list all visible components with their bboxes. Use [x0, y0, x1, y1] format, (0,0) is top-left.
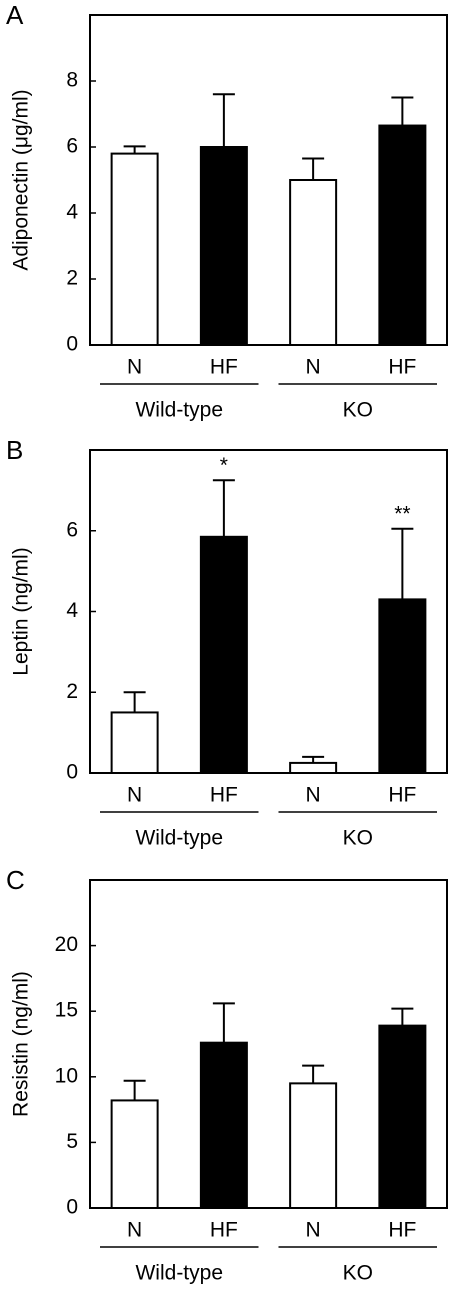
x-tick-label: N — [306, 356, 321, 379]
y-tick-label: 6 — [66, 518, 78, 541]
x-tick-label: N — [306, 784, 321, 807]
bar — [110, 152, 159, 346]
y-axis-label: Leptin (ng/ml) — [10, 547, 33, 675]
y-tick-label: 20 — [55, 933, 78, 956]
y-tick-label: 10 — [55, 1064, 78, 1087]
bar — [378, 124, 427, 346]
y-tick-label: 4 — [66, 599, 78, 622]
panel-label: A — [6, 0, 24, 30]
x-tick-label: N — [127, 784, 142, 807]
bar — [110, 711, 159, 774]
y-tick-label: 8 — [66, 69, 78, 92]
bar — [199, 1041, 248, 1209]
plot-frame — [89, 449, 448, 774]
annotation: ** — [394, 502, 410, 525]
bar — [378, 1024, 427, 1209]
x-tick-label: HF — [210, 356, 238, 379]
bar — [199, 535, 248, 775]
x-tick-label: N — [306, 1219, 321, 1242]
bar — [289, 179, 338, 346]
x-tick-label: HF — [388, 1219, 416, 1242]
plot-frame — [89, 14, 448, 346]
y-tick-label: 2 — [66, 267, 78, 290]
y-tick-label: 6 — [66, 135, 78, 158]
group-label: KO — [343, 399, 373, 422]
x-tick-label: HF — [388, 784, 416, 807]
group-label: Wild-type — [135, 827, 223, 850]
y-tick-label: 15 — [55, 999, 78, 1022]
y-tick-label: 0 — [66, 1196, 78, 1219]
x-tick-label: HF — [388, 356, 416, 379]
bar — [378, 598, 427, 775]
annotation: * — [220, 454, 228, 477]
x-tick-label: N — [127, 356, 142, 379]
panel-label: B — [6, 435, 23, 465]
y-axis-label: Resistin (ng/ml) — [10, 971, 33, 1117]
bar — [110, 1099, 159, 1210]
x-tick-label: N — [127, 1219, 142, 1242]
group-label: Wild-type — [135, 1262, 223, 1285]
y-tick-label: 2 — [66, 680, 78, 703]
x-tick-label: HF — [210, 1219, 238, 1242]
bar — [289, 1082, 338, 1209]
y-axis-label: Adiponectin (μg/ml) — [10, 89, 33, 270]
plot-frame — [89, 879, 448, 1209]
y-tick-label: 0 — [66, 333, 78, 356]
group-label: KO — [343, 827, 373, 850]
panel-label: C — [6, 865, 25, 895]
y-tick-label: 4 — [66, 201, 78, 224]
y-tick-label: 0 — [66, 761, 78, 784]
x-tick-label: HF — [210, 784, 238, 807]
bar — [199, 146, 248, 346]
group-label: KO — [343, 1262, 373, 1285]
bar — [289, 761, 338, 774]
y-tick-label: 5 — [66, 1130, 78, 1153]
group-label: Wild-type — [135, 399, 223, 422]
